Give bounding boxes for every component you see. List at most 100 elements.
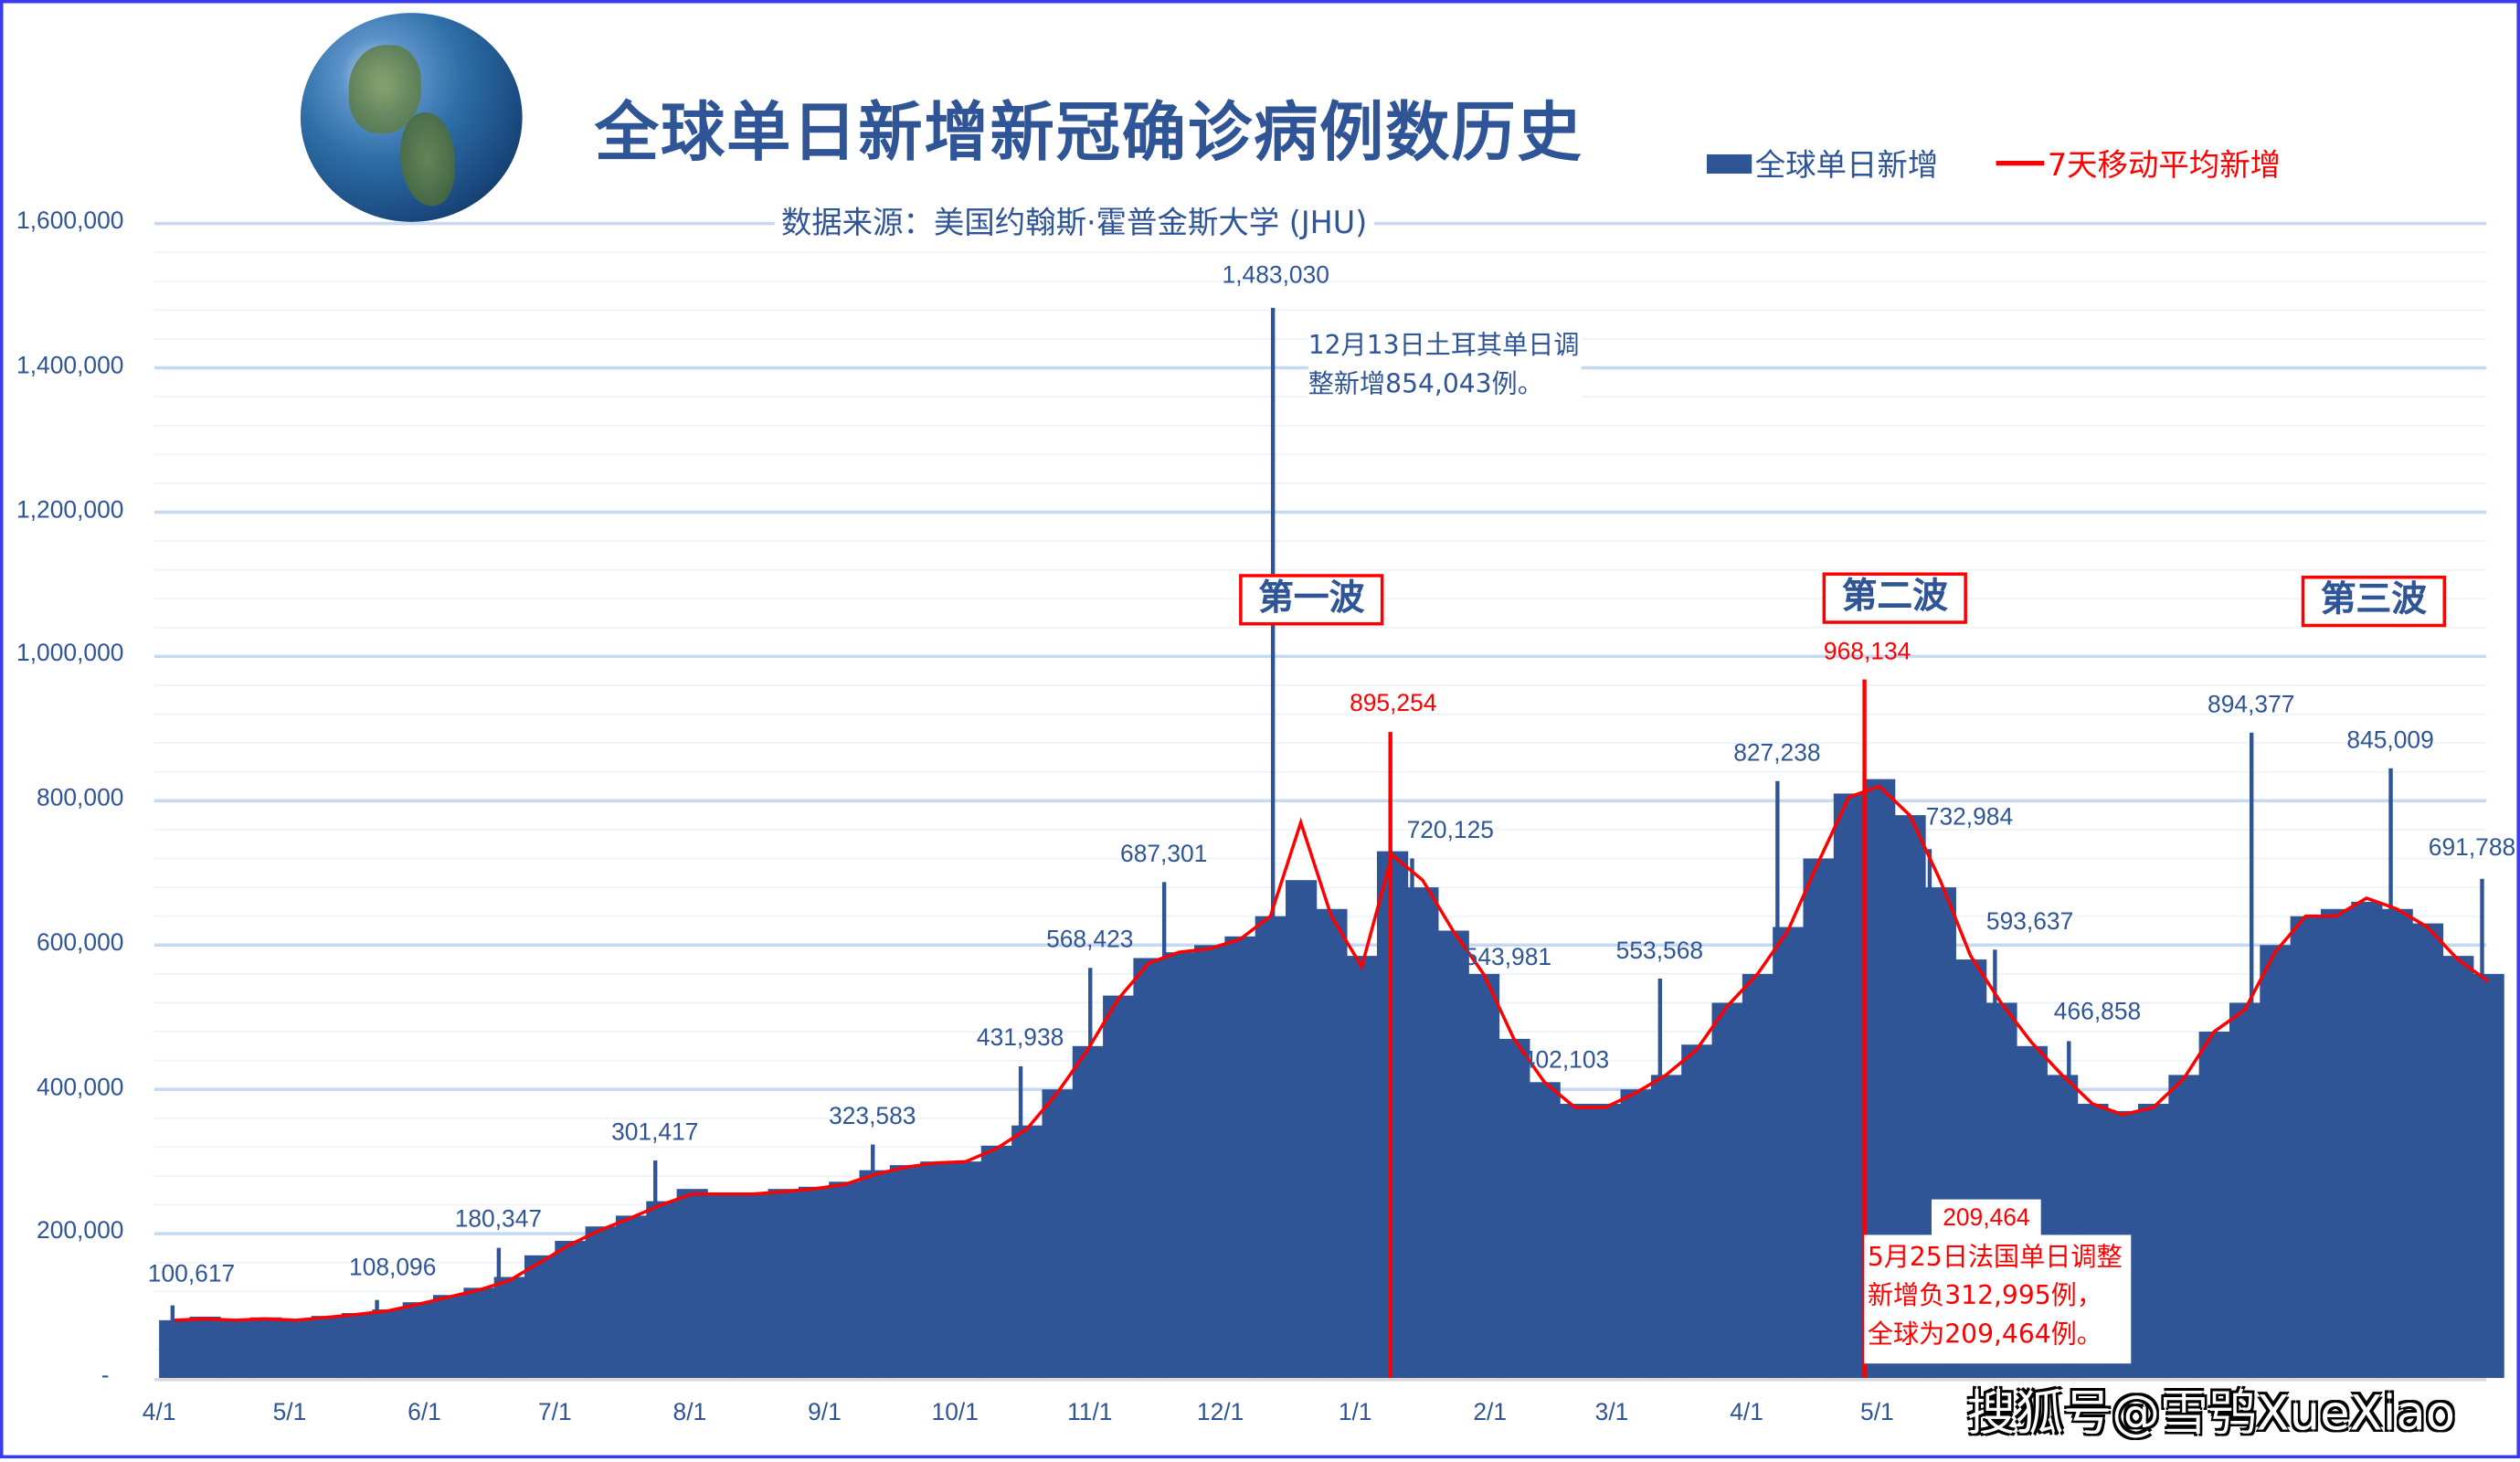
data-label: 732,984	[1925, 803, 2014, 832]
bar	[2198, 1032, 2230, 1379]
legend-item-daily: 全球单日新增	[1706, 142, 1939, 185]
bar	[1833, 793, 1865, 1379]
data-label: 593,637	[1985, 907, 2074, 936]
spike-bar	[1927, 849, 1932, 1379]
spike-bar	[2067, 1041, 2071, 1379]
data-label: 323,583	[829, 1102, 916, 1130]
y-tick-label: 1,400,000	[16, 351, 124, 379]
spike-bar	[1388, 732, 1392, 1379]
bar	[1590, 1103, 1622, 1379]
data-label: 691,788	[2428, 833, 2516, 862]
bar	[585, 1226, 617, 1379]
bar	[1163, 952, 1195, 1379]
x-tick-label: 2/1	[1473, 1398, 1508, 1426]
bar	[524, 1255, 556, 1379]
data-label: 720,125	[1406, 816, 1494, 844]
data-label: 827,238	[1733, 739, 1821, 767]
note-turkey: 12月13日土耳其单日调整新增854,043例。	[1308, 326, 1582, 404]
bar	[737, 1193, 769, 1379]
x-tick-label: 3/1	[1594, 1398, 1629, 1426]
bar	[1437, 930, 1469, 1379]
bar	[1316, 908, 1348, 1379]
bar	[980, 1145, 1013, 1379]
bar	[798, 1186, 831, 1379]
bar	[646, 1201, 678, 1379]
data-label: 100,617	[147, 1260, 236, 1288]
spike-bar	[653, 1160, 658, 1379]
legend-label-ma: 7天移动平均新增	[2047, 147, 2282, 184]
bar	[1498, 1038, 1530, 1379]
plot-area	[154, 221, 2504, 1382]
spike-bar	[1775, 780, 1780, 1379]
y-tick-label: 600,000	[37, 928, 124, 957]
bar	[2229, 1002, 2261, 1379]
x-tick-label: 5/1	[272, 1398, 307, 1426]
bar	[2138, 1103, 2170, 1379]
bar	[859, 1170, 891, 1379]
data-label: 968,134	[1823, 637, 1911, 665]
bar	[2442, 956, 2474, 1379]
y-tick-label: 1,200,000	[16, 495, 124, 524]
note-france: 5月25日法国单日调整新增负312,995例，全球为209,464例。	[1864, 1234, 2132, 1364]
bar	[463, 1287, 495, 1379]
bar	[402, 1302, 434, 1379]
bar	[2260, 945, 2292, 1379]
legend-label-daily: 全球单日新增	[1754, 147, 1939, 184]
wave-label-2: 第二波	[1822, 572, 1967, 624]
data-label: 402,103	[1521, 1045, 1610, 1074]
bar	[1742, 973, 1774, 1379]
y-tick-label: 400,000	[37, 1073, 124, 1101]
bar	[1559, 1103, 1592, 1379]
x-tick-label: 5/1	[1860, 1398, 1894, 1426]
data-label: 209,464	[1931, 1199, 2041, 1237]
bar	[829, 1181, 861, 1379]
bar	[2411, 923, 2444, 1379]
bar	[920, 1161, 952, 1379]
y-tick-label: 800,000	[37, 784, 124, 812]
bar	[615, 1215, 648, 1379]
data-label: 568,423	[1046, 926, 1134, 954]
bar	[950, 1161, 982, 1379]
bar	[219, 1319, 251, 1379]
spike-bar	[1993, 949, 1997, 1379]
bar	[2320, 908, 2353, 1379]
bar-swatch-icon	[1706, 154, 1752, 174]
data-label: 687,301	[1120, 840, 1208, 868]
bar	[250, 1317, 282, 1379]
bar	[889, 1165, 922, 1379]
bar	[1346, 956, 1378, 1379]
bar	[676, 1189, 708, 1379]
data-label: 895,254	[1350, 690, 1437, 718]
x-tick-label: 4/1	[1730, 1398, 1763, 1426]
spike-bar	[2480, 878, 2484, 1379]
spike-bar	[375, 1299, 379, 1379]
watermark: 搜狐号@雪鸮XueXiao	[1966, 1385, 2455, 1443]
bar	[1681, 1044, 1713, 1379]
wave-label-1: 第一波	[1239, 574, 1384, 626]
line-swatch-icon	[1996, 160, 2045, 166]
data-label: 180,347	[454, 1205, 543, 1234]
bar	[159, 1319, 191, 1379]
x-tick-label: 6/1	[408, 1398, 441, 1426]
spike-bar	[1018, 1065, 1023, 1379]
bar	[2168, 1075, 2200, 1379]
bar	[1011, 1125, 1043, 1379]
legend-item-ma: 7天移动平均新增	[1996, 142, 2281, 185]
x-tick-label: 7/1	[537, 1398, 572, 1426]
spike-bar	[1161, 882, 1167, 1379]
x-tick-label: 11/1	[1067, 1398, 1113, 1426]
spike-bar	[2250, 732, 2254, 1379]
data-label: 466,858	[2053, 999, 2142, 1027]
spike-bar	[2388, 768, 2393, 1379]
spike-bar	[1410, 858, 1414, 1379]
bar	[1650, 1075, 1683, 1379]
bar	[1286, 880, 1318, 1379]
bar	[189, 1316, 221, 1379]
x-tick-label: 8/1	[672, 1398, 707, 1426]
bar	[2381, 908, 2413, 1379]
bar	[1103, 995, 1135, 1379]
bar	[433, 1295, 465, 1379]
spike-bar	[1270, 307, 1276, 1379]
bar	[281, 1319, 312, 1379]
